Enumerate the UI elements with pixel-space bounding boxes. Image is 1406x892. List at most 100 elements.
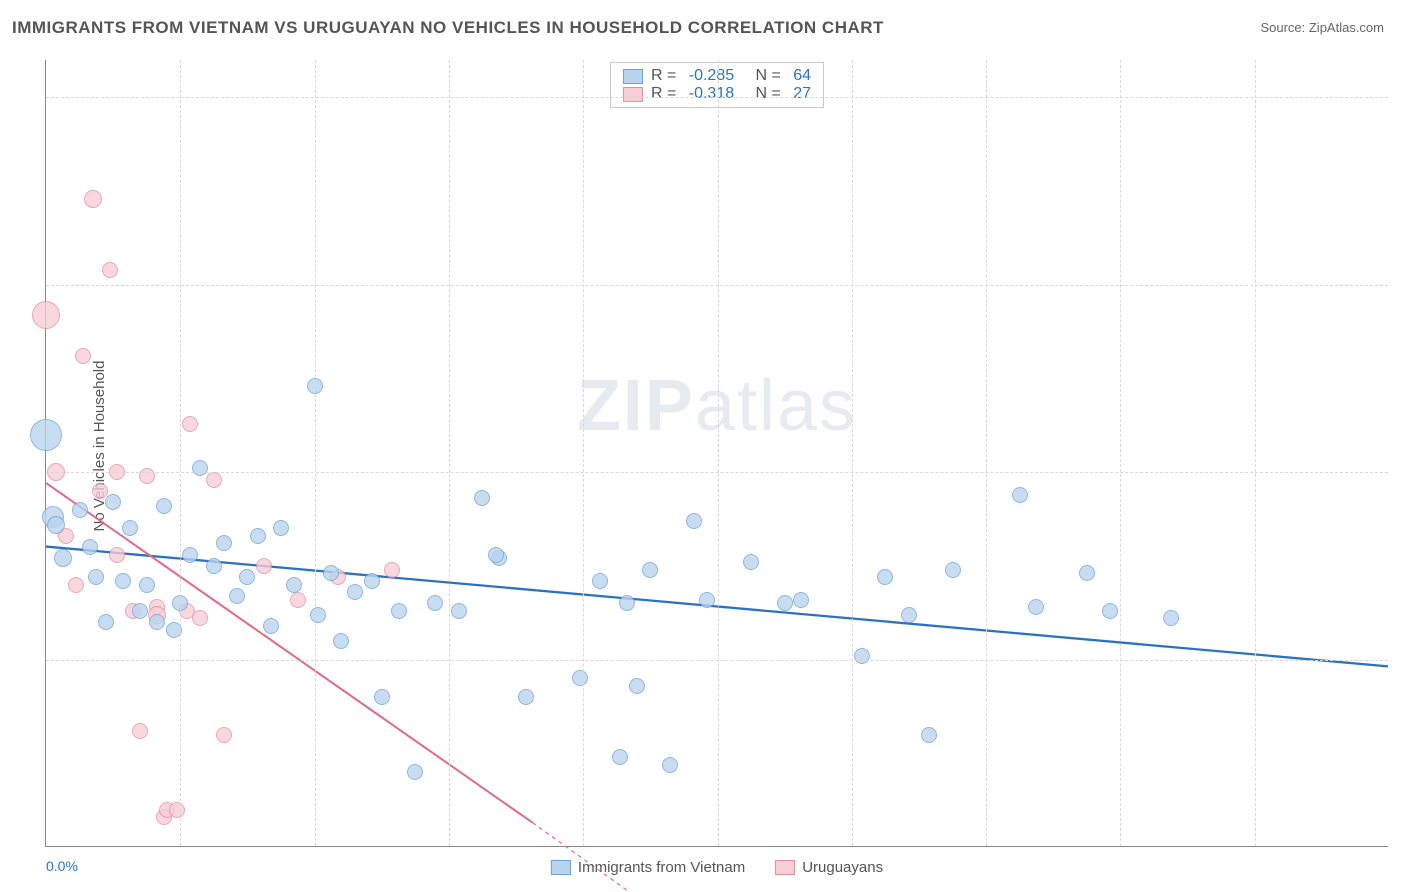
scatter-point-uruguayan bbox=[139, 468, 155, 484]
scatter-point-vietnam bbox=[945, 562, 961, 578]
scatter-point-vietnam bbox=[662, 757, 678, 773]
scatter-point-vietnam bbox=[518, 689, 534, 705]
scatter-point-uruguayan bbox=[256, 558, 272, 574]
gridline-vertical bbox=[718, 60, 719, 846]
scatter-point-uruguayan bbox=[192, 610, 208, 626]
scatter-point-vietnam bbox=[54, 549, 72, 567]
scatter-point-uruguayan bbox=[290, 592, 306, 608]
scatter-point-vietnam bbox=[139, 577, 155, 593]
scatter-point-vietnam bbox=[347, 584, 363, 600]
scatter-point-vietnam bbox=[427, 595, 443, 611]
scatter-point-vietnam bbox=[686, 513, 702, 529]
scatter-point-vietnam bbox=[82, 539, 98, 555]
scatter-point-vietnam bbox=[216, 535, 232, 551]
legend-item: Immigrants from Vietnam bbox=[551, 859, 745, 876]
scatter-point-vietnam bbox=[629, 678, 645, 694]
gridline-vertical bbox=[449, 60, 450, 846]
legend-series: Immigrants from Vietnam Uruguayans bbox=[551, 859, 883, 876]
gridline-vertical bbox=[1120, 60, 1121, 846]
scatter-point-uruguayan bbox=[109, 547, 125, 563]
scatter-point-vietnam bbox=[323, 565, 339, 581]
scatter-point-vietnam bbox=[1012, 487, 1028, 503]
legend-swatch bbox=[551, 860, 571, 875]
scatter-point-vietnam bbox=[699, 592, 715, 608]
scatter-point-vietnam bbox=[156, 498, 172, 514]
scatter-point-vietnam bbox=[619, 595, 635, 611]
scatter-point-vietnam bbox=[206, 558, 222, 574]
scatter-point-vietnam bbox=[229, 588, 245, 604]
scatter-point-vietnam bbox=[286, 577, 302, 593]
scatter-point-vietnam bbox=[642, 562, 658, 578]
scatter-point-vietnam bbox=[592, 573, 608, 589]
gridline-vertical bbox=[1255, 60, 1256, 846]
scatter-point-vietnam bbox=[105, 494, 121, 510]
x-axis-min-label: 0.0% bbox=[46, 858, 78, 874]
scatter-point-vietnam bbox=[1079, 565, 1095, 581]
scatter-point-vietnam bbox=[488, 547, 504, 563]
chart-container: IMMIGRANTS FROM VIETNAM VS URUGUAYAN NO … bbox=[0, 0, 1406, 892]
scatter-point-vietnam bbox=[192, 460, 208, 476]
legend-label: Immigrants from Vietnam bbox=[578, 859, 745, 876]
scatter-point-vietnam bbox=[239, 569, 255, 585]
gridline-vertical bbox=[852, 60, 853, 846]
scatter-point-vietnam bbox=[777, 595, 793, 611]
scatter-point-uruguayan bbox=[68, 577, 84, 593]
scatter-point-vietnam bbox=[793, 592, 809, 608]
scatter-point-vietnam bbox=[391, 603, 407, 619]
scatter-point-uruguayan bbox=[92, 483, 108, 499]
source-attribution: Source: ZipAtlas.com bbox=[1260, 20, 1384, 35]
scatter-point-vietnam bbox=[30, 419, 62, 451]
scatter-point-vietnam bbox=[921, 727, 937, 743]
scatter-point-vietnam bbox=[98, 614, 114, 630]
scatter-point-vietnam bbox=[474, 490, 490, 506]
scatter-point-vietnam bbox=[743, 554, 759, 570]
scatter-point-uruguayan bbox=[182, 416, 198, 432]
scatter-point-vietnam bbox=[122, 520, 138, 536]
scatter-point-vietnam bbox=[132, 603, 148, 619]
scatter-point-vietnam bbox=[374, 689, 390, 705]
scatter-point-vietnam bbox=[407, 764, 423, 780]
scatter-point-vietnam bbox=[333, 633, 349, 649]
scatter-point-uruguayan bbox=[75, 348, 91, 364]
scatter-point-uruguayan bbox=[132, 723, 148, 739]
scatter-point-uruguayan bbox=[384, 562, 400, 578]
scatter-point-vietnam bbox=[250, 528, 266, 544]
scatter-point-vietnam bbox=[149, 614, 165, 630]
scatter-point-vietnam bbox=[1028, 599, 1044, 615]
scatter-point-vietnam bbox=[115, 573, 131, 589]
scatter-point-vietnam bbox=[877, 569, 893, 585]
scatter-point-uruguayan bbox=[102, 262, 118, 278]
scatter-point-vietnam bbox=[166, 622, 182, 638]
scatter-point-vietnam bbox=[854, 648, 870, 664]
source-link[interactable]: ZipAtlas.com bbox=[1309, 20, 1384, 35]
scatter-point-uruguayan bbox=[216, 727, 232, 743]
scatter-point-uruguayan bbox=[169, 802, 185, 818]
legend-item: Uruguayans bbox=[775, 859, 883, 876]
plot-area: ZIPatlas R = -0.285 N = 64R = -0.318 N =… bbox=[45, 60, 1388, 847]
chart-title: IMMIGRANTS FROM VIETNAM VS URUGUAYAN NO … bbox=[12, 18, 884, 38]
scatter-point-vietnam bbox=[1163, 610, 1179, 626]
scatter-point-vietnam bbox=[451, 603, 467, 619]
scatter-point-vietnam bbox=[310, 607, 326, 623]
gridline-vertical bbox=[180, 60, 181, 846]
gridline-vertical bbox=[986, 60, 987, 846]
scatter-point-vietnam bbox=[901, 607, 917, 623]
scatter-point-vietnam bbox=[263, 618, 279, 634]
gridline-vertical bbox=[583, 60, 584, 846]
scatter-point-vietnam bbox=[182, 547, 198, 563]
scatter-point-vietnam bbox=[572, 670, 588, 686]
gridline-vertical bbox=[315, 60, 316, 846]
scatter-point-vietnam bbox=[1102, 603, 1118, 619]
scatter-point-uruguayan bbox=[206, 472, 222, 488]
scatter-point-uruguayan bbox=[84, 190, 102, 208]
scatter-point-vietnam bbox=[364, 573, 380, 589]
scatter-point-vietnam bbox=[88, 569, 104, 585]
trendline bbox=[46, 483, 532, 823]
scatter-point-vietnam bbox=[273, 520, 289, 536]
scatter-point-uruguayan bbox=[32, 301, 60, 329]
legend-label: Uruguayans bbox=[802, 859, 883, 876]
legend-swatch bbox=[775, 860, 795, 875]
source-label: Source: bbox=[1260, 20, 1308, 35]
scatter-point-vietnam bbox=[47, 516, 65, 534]
scatter-point-vietnam bbox=[72, 502, 88, 518]
